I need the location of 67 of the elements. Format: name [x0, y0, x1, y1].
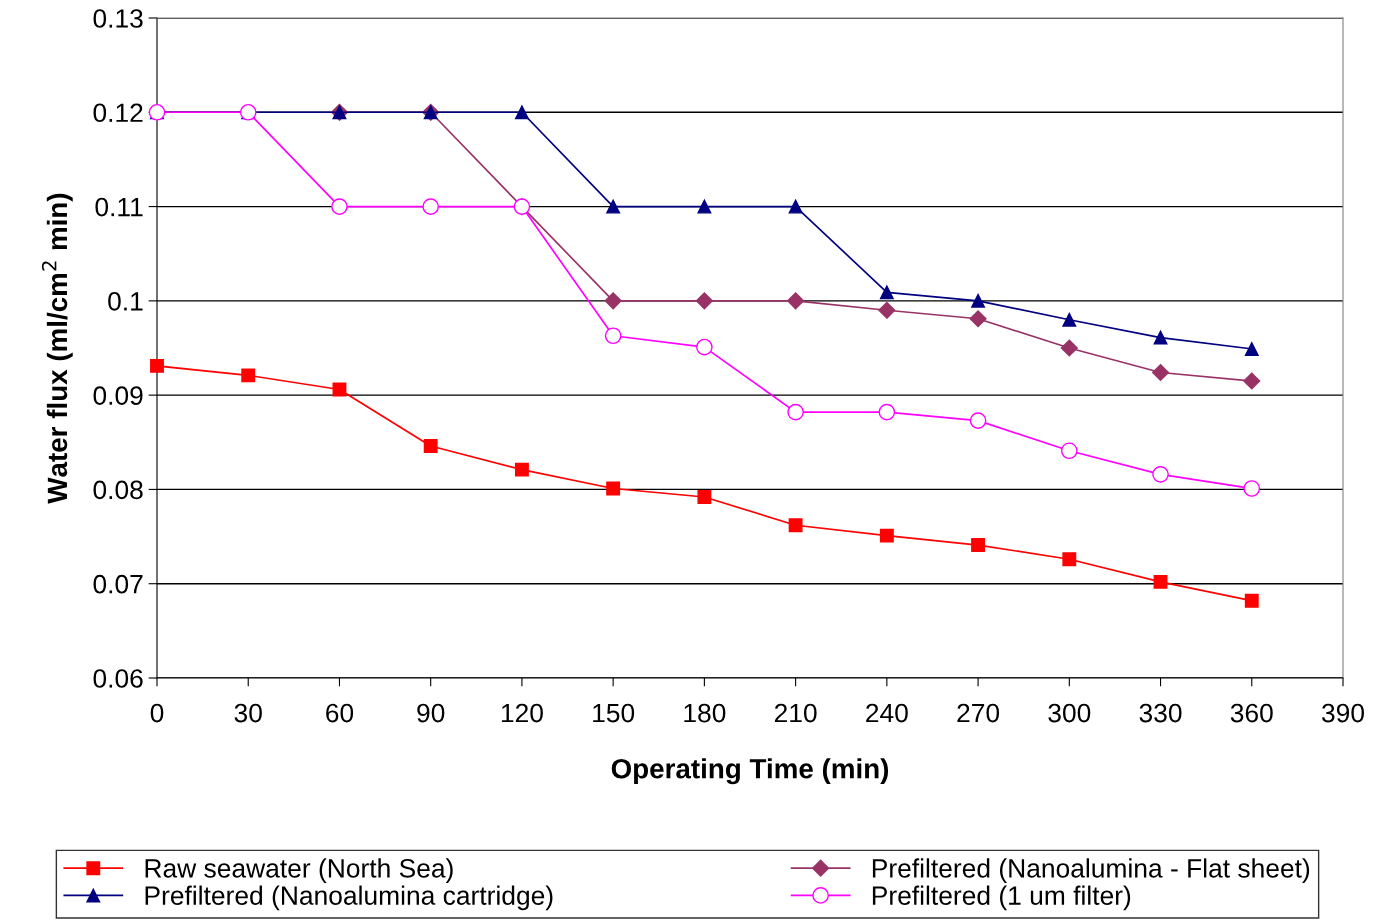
- point: [1244, 341, 1259, 356]
- point: [1062, 552, 1077, 567]
- legend-label: Raw seawater (North Sea): [145, 858, 453, 883]
- x-tick-label: 390: [1321, 703, 1364, 723]
- y-tick-label: 0.09: [93, 386, 143, 405]
- x-tick-label: 0: [150, 703, 164, 723]
- x-tick-label: 150: [593, 703, 635, 723]
- point: [787, 403, 804, 421]
- point: [606, 481, 621, 496]
- y-tick-label: 0.13: [93, 9, 143, 28]
- point: [1243, 372, 1261, 390]
- x-tick-label: 240: [866, 703, 908, 723]
- point: [1062, 312, 1077, 327]
- x-tick-label: 270: [957, 703, 1000, 723]
- x-tick-label: 210: [774, 703, 817, 723]
- point: [423, 439, 438, 454]
- point: [606, 199, 621, 214]
- x-tick-label: 90: [417, 703, 445, 723]
- y-axis-title: Water flux (ml/cm$^{2}$ min): [41, 193, 73, 504]
- point: [1153, 330, 1168, 345]
- point: [1244, 593, 1259, 608]
- x-tick-label: 30: [234, 703, 262, 723]
- x-tick-label: 330: [1139, 703, 1182, 723]
- x-tick-label: 60: [326, 703, 354, 723]
- point: [971, 538, 986, 553]
- point: [604, 327, 622, 345]
- x-tick-label: 180: [684, 703, 726, 723]
- y-tick-label: 0.08: [93, 480, 143, 500]
- legend-label: Prefiltered (Nanoalumina - Flat sheet): [872, 858, 1310, 883]
- point: [787, 292, 805, 310]
- point: [969, 310, 987, 328]
- x-tick-label: 300: [1048, 703, 1091, 723]
- point: [697, 490, 712, 504]
- point: [241, 368, 256, 383]
- point: [514, 105, 529, 120]
- point: [879, 285, 894, 300]
- point: [1243, 480, 1261, 497]
- y-tick-label: 0.12: [93, 103, 143, 123]
- point: [969, 412, 987, 429]
- point: [514, 462, 529, 477]
- x-axis-title: Operating Time (min): [611, 758, 889, 785]
- point: [1153, 574, 1168, 589]
- legend-label: Prefiltered (1 um filter): [872, 885, 1131, 911]
- point: [422, 198, 440, 215]
- point: [788, 518, 803, 533]
- point: [331, 198, 348, 215]
- point: [696, 338, 713, 356]
- point: [971, 293, 986, 308]
- point: [1151, 363, 1170, 382]
- y-tick-label: 0.06: [93, 669, 143, 688]
- legend-label: Prefiltered (Nanoalumina cartridge): [145, 885, 553, 911]
- point: [788, 199, 803, 214]
- point: [150, 358, 164, 373]
- point: [1060, 339, 1078, 357]
- point: [695, 292, 713, 310]
- point: [878, 301, 896, 319]
- point: [878, 403, 896, 421]
- point: [1152, 466, 1169, 483]
- y-tick-label: 0.07: [93, 574, 143, 594]
- y-tick-label: 0.1: [108, 291, 143, 311]
- point: [879, 528, 894, 543]
- x-tick-label: 120: [501, 703, 543, 723]
- point: [697, 199, 712, 214]
- x-tick-label: 360: [1230, 703, 1273, 723]
- point: [1060, 442, 1078, 460]
- y-tick-label: 0.11: [95, 197, 143, 217]
- point: [604, 292, 622, 310]
